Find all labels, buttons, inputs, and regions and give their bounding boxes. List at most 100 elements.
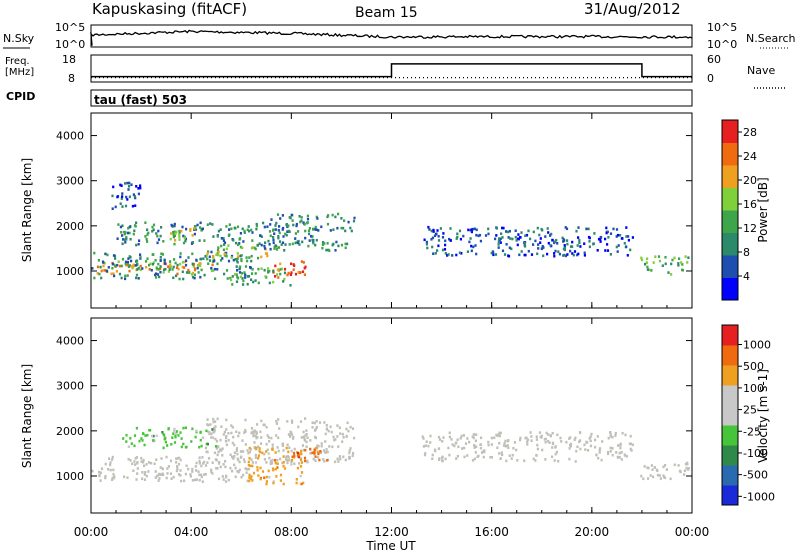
heatmap-cell — [106, 253, 109, 257]
heatmap-cell — [231, 275, 234, 278]
heatmap-cell — [315, 446, 318, 450]
heatmap-cell — [236, 457, 239, 460]
heatmap-cell — [290, 419, 294, 423]
heatmap-cell — [267, 436, 270, 439]
heatmap-cell — [249, 477, 252, 481]
heatmap-cell — [98, 470, 101, 474]
heatmap-cell — [658, 474, 661, 477]
heatmap-cell — [230, 278, 233, 282]
heatmap-cell — [124, 263, 128, 267]
heatmap-cell — [342, 455, 345, 459]
heatmap-cell — [159, 234, 162, 238]
heatmap-cell — [272, 468, 275, 472]
nave-label: Nave — [747, 64, 775, 77]
heatmap-cell — [103, 269, 107, 272]
heatmap-cell — [498, 431, 501, 435]
heatmap-cell — [222, 433, 225, 436]
heatmap-cell — [220, 244, 223, 248]
heatmap-cell — [297, 425, 300, 429]
heatmap-cell — [275, 221, 278, 225]
heatmap-cell — [431, 453, 434, 457]
heatmap-cell — [239, 232, 242, 235]
heatmap-cell — [443, 248, 447, 251]
y-tick-label: 1000 — [56, 265, 84, 278]
heatmap-cell — [540, 434, 543, 438]
heatmap-cell — [148, 268, 151, 271]
heatmap-cell — [209, 423, 212, 426]
y-tick-label: 1000 — [56, 470, 84, 483]
heatmap-cell — [187, 268, 190, 272]
heatmap-cell — [188, 271, 191, 274]
heatmap-cell — [609, 232, 613, 235]
heatmap-cell — [616, 250, 619, 253]
heatmap-cell — [124, 274, 127, 278]
heatmap-cell — [571, 245, 574, 248]
heatmap-cell — [239, 450, 242, 453]
heatmap-cell — [142, 458, 145, 462]
heatmap-cell — [110, 272, 113, 276]
heatmap-cell — [474, 439, 477, 443]
cpid-label: CPID — [6, 90, 35, 103]
heatmap-cell — [458, 251, 461, 255]
heatmap-cell — [227, 234, 230, 237]
heatmap-cell — [212, 436, 215, 440]
heatmap-cell — [260, 235, 263, 238]
x-tick-label: 20:00 — [575, 525, 610, 539]
heatmap-cell — [495, 234, 498, 237]
heatmap-cell — [205, 254, 208, 257]
heatmap-cell — [272, 481, 275, 485]
heatmap-cell — [268, 456, 271, 460]
heatmap-cell — [281, 461, 284, 465]
heatmap-cell — [315, 215, 318, 219]
heatmap-cell — [198, 473, 201, 477]
heatmap-cell — [425, 440, 428, 443]
heatmap-cell — [507, 446, 510, 449]
heatmap-cell — [141, 267, 144, 270]
heatmap-cell — [210, 432, 213, 436]
heatmap-cell — [566, 253, 569, 256]
heatmap-cell — [607, 452, 610, 456]
heatmap-cell — [300, 450, 303, 453]
heatmap-cell — [150, 268, 153, 272]
heatmap-cell — [126, 198, 129, 201]
heatmap-cell — [198, 239, 201, 242]
heatmap-cell — [213, 267, 216, 271]
heatmap-cell — [125, 433, 128, 437]
heatmap-cell — [194, 267, 197, 271]
heatmap-cell — [316, 217, 319, 220]
heatmap-cell — [104, 475, 107, 478]
heatmap-cell — [154, 259, 157, 262]
heatmap-cell — [98, 474, 101, 478]
heatmap-cell — [111, 455, 114, 459]
heatmap-cell — [223, 252, 226, 256]
heatmap-cell — [244, 265, 248, 268]
y-tick-label: 2000 — [56, 220, 84, 233]
heatmap-cell — [612, 227, 615, 231]
heatmap-cell — [500, 232, 503, 235]
heatmap-cell — [241, 227, 244, 231]
heatmap-cell — [611, 435, 614, 439]
heatmap-cell — [527, 249, 530, 253]
heatmap-cell — [175, 469, 178, 473]
heatmap-cell — [114, 257, 117, 260]
heatmap-cell — [178, 238, 181, 241]
heatmap-cell — [117, 260, 120, 263]
colorbar-segment — [722, 255, 738, 278]
heatmap-cell — [573, 250, 577, 253]
heatmap-cell — [120, 231, 123, 234]
heatmap-cell — [325, 424, 328, 427]
heatmap-cell — [97, 259, 100, 262]
heatmap-cell — [294, 237, 297, 240]
heatmap-cell — [544, 458, 547, 461]
heatmap-cell — [497, 243, 500, 246]
heatmap-cell — [311, 451, 314, 455]
heatmap-cell — [499, 237, 502, 241]
heatmap-cell — [490, 436, 493, 440]
heatmap-cell — [325, 427, 329, 430]
heatmap-cell — [313, 429, 317, 432]
heatmap-cell — [618, 451, 621, 455]
heatmap-cell — [225, 254, 228, 258]
heatmap-cell — [282, 482, 285, 486]
heatmap-cell — [282, 235, 285, 238]
heatmap-cell — [91, 267, 94, 270]
